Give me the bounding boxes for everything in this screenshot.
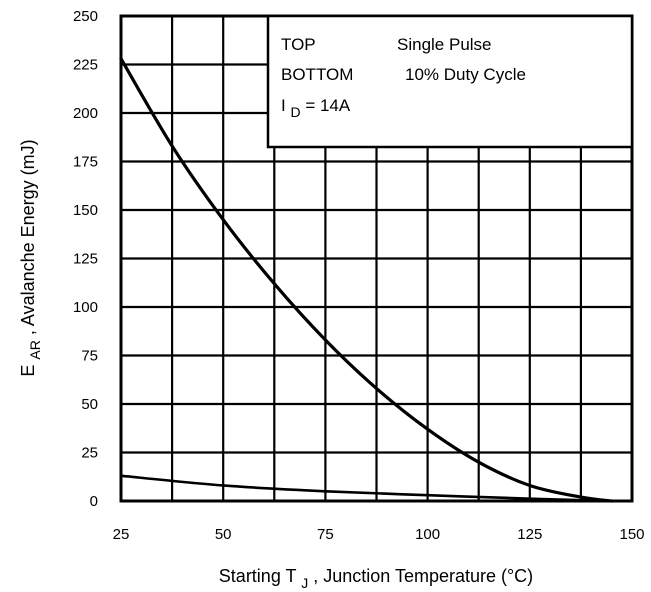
x-tick-label: 100 [415, 526, 440, 543]
y-tick-label: 50 [81, 396, 98, 413]
legend-top-value: Single Pulse [397, 35, 492, 54]
x-axis-title: Starting T J , Junction Temperature (°C) [219, 566, 533, 592]
y-tick-label: 225 [73, 57, 98, 74]
x-axis-title-sub: J [301, 575, 308, 591]
x-axis-title-rest: , Junction Temperature (°C) [313, 566, 533, 586]
y-tick-label: 200 [73, 105, 98, 122]
y-axis-title-sub: AR [27, 340, 43, 359]
legend-bottom-label: BOTTOM [281, 65, 353, 84]
legend-current-main: I [281, 96, 286, 115]
x-tick-label: 50 [215, 526, 232, 543]
y-tick-label: 175 [73, 154, 98, 171]
y-axis-title-main: E [18, 365, 38, 377]
y-axis-title: E AR , Avalanche Energy (mJ) [18, 139, 44, 376]
legend-current-rest: = 14A [305, 96, 351, 115]
y-tick-label: 125 [73, 251, 98, 268]
y-tick-label: 100 [73, 299, 98, 316]
legend-top-label: TOP [281, 35, 316, 54]
y-tick-label: 75 [81, 348, 98, 365]
y-tick-label: 150 [73, 202, 98, 219]
y-tick-label: 0 [90, 493, 98, 510]
series-layer [119, 57, 614, 503]
x-tick-label: 125 [517, 526, 542, 543]
legend-current-sub: D [290, 104, 300, 120]
y-axis-title-rest: , Avalanche Energy (mJ) [18, 139, 38, 335]
series-line-single-pulse [119, 57, 614, 503]
legend-box [266, 14, 634, 149]
y-tick-label: 250 [73, 8, 98, 25]
x-tick-label: 25 [113, 526, 130, 543]
legend-current: I D = 14A [281, 96, 351, 121]
legend: TOP Single Pulse BOTTOM 10% Duty Cycle I… [266, 14, 634, 149]
x-tick-label: 150 [619, 526, 644, 543]
tick-labels: 25 50 75 100 125 150 0 25 50 75 100 125 150 175 200 225… [73, 8, 645, 543]
x-tick-label: 75 [317, 526, 334, 543]
x-axis-title-main: Starting T [219, 566, 297, 586]
series-line-duty-cycle [119, 474, 613, 503]
legend-bottom-value: 10% Duty Cycle [405, 65, 526, 84]
y-tick-label: 25 [81, 445, 98, 462]
